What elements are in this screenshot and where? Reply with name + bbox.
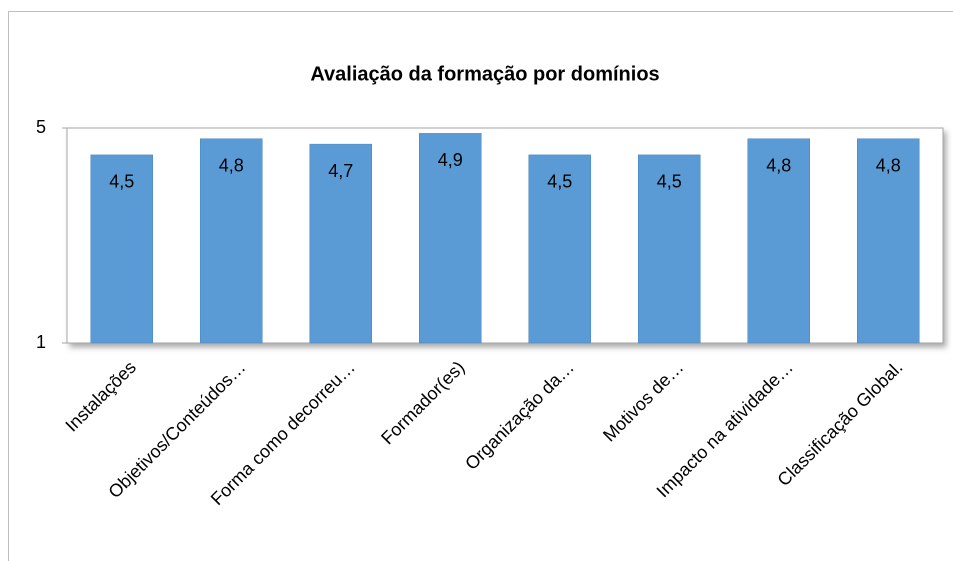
bar: [419, 133, 482, 344]
bar: [638, 154, 701, 344]
bar: [747, 138, 810, 344]
plot-area: [66, 127, 944, 344]
chart-title: Avaliação da formação por domínios: [310, 63, 659, 85]
value-label: 4,5: [547, 172, 572, 192]
bar: [200, 138, 263, 344]
bar: [857, 138, 920, 344]
value-label: 4,8: [766, 156, 791, 176]
value-label: 4,9: [438, 150, 463, 170]
value-label: 4,5: [109, 172, 134, 192]
value-label: 4,7: [328, 161, 353, 181]
bar: [528, 154, 591, 344]
value-label: 4,8: [876, 156, 901, 176]
value-label: 4,8: [219, 156, 244, 176]
bar: [90, 154, 153, 344]
value-label: 4,5: [657, 172, 682, 192]
bar: [309, 143, 372, 344]
y-tick-label: 1: [36, 332, 46, 352]
y-tick-label: 5: [36, 117, 46, 137]
